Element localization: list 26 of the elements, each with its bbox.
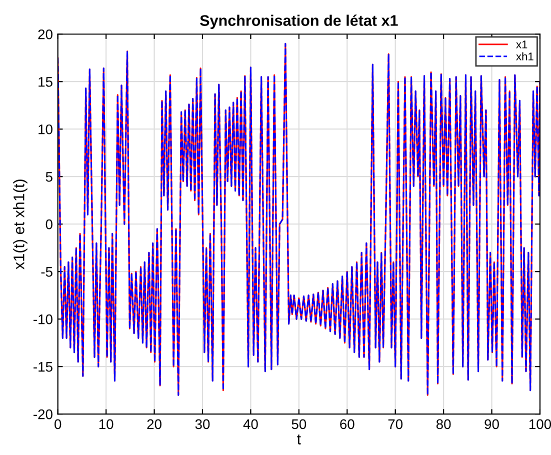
y-tick-label: 20 bbox=[38, 29, 52, 40]
x-tick-label: 40 bbox=[243, 419, 258, 430]
y-tick-label: -5 bbox=[41, 267, 52, 277]
x-tick-label: 70 bbox=[388, 419, 403, 430]
legend-label: x1 bbox=[516, 40, 528, 48]
line-series bbox=[58, 42, 540, 396]
x-tick-label: 90 bbox=[484, 419, 499, 430]
x-tick-label: 100 bbox=[529, 419, 551, 430]
y-tick-label: 15 bbox=[38, 77, 52, 87]
x-tick-label: 20 bbox=[147, 419, 162, 430]
y-tick-label: -15 bbox=[34, 362, 52, 372]
x-tick-label: 80 bbox=[436, 419, 451, 430]
x-tick-label: 60 bbox=[340, 419, 354, 430]
y-tick-label: 10 bbox=[38, 124, 52, 134]
x-tick-label: 50 bbox=[292, 419, 306, 430]
chart-title: Synchronisation de létat x1 bbox=[200, 14, 398, 29]
y-tick-label: -10 bbox=[34, 314, 52, 324]
y-tick-label: -20 bbox=[34, 409, 52, 420]
y-axis-title: x1(t) et xh1(t) bbox=[13, 180, 28, 270]
y-tick-label: 5 bbox=[46, 172, 52, 182]
x-tick-label: 10 bbox=[99, 419, 114, 430]
x-tick-label: 0 bbox=[54, 419, 62, 430]
x-axis-title: t bbox=[297, 434, 301, 444]
x-tick-label: 30 bbox=[195, 419, 210, 430]
legend-label: xh1 bbox=[516, 52, 534, 60]
y-tick-label: 0 bbox=[46, 219, 52, 230]
